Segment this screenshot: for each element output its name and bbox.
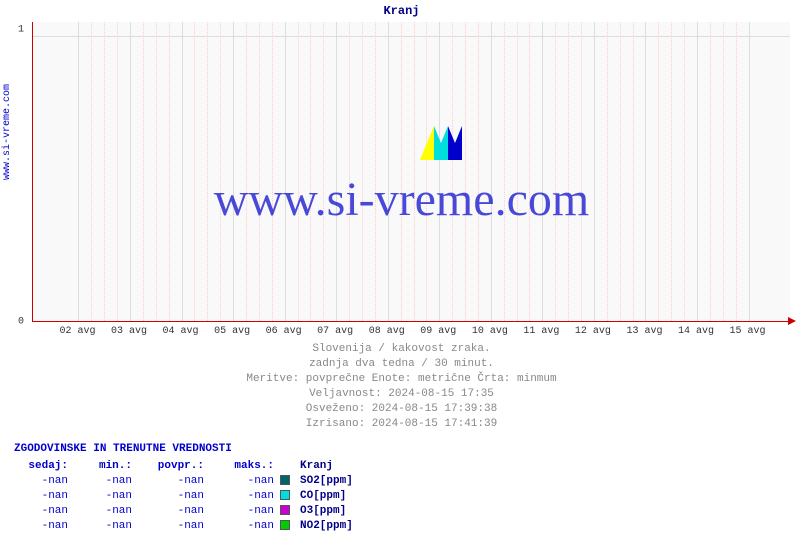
- footer-line-6: Izrisano: 2024-08-15 17:41:39: [0, 417, 803, 432]
- x-tick-label: 03 avg: [111, 326, 147, 337]
- col-sedaj: sedaj:: [14, 459, 68, 474]
- cell-sedaj: -nan: [14, 474, 68, 489]
- history-table: ZGODOVINSKE IN TRENUTNE VREDNOSTI sedaj:…: [14, 442, 396, 534]
- x-tick-label: 14 avg: [678, 326, 714, 337]
- col-min: min.:: [68, 459, 132, 474]
- y-tick-1: 1: [18, 25, 24, 36]
- cell-min: -nan: [68, 504, 132, 519]
- cell-povpr: -nan: [132, 489, 204, 504]
- gridline-h: [33, 36, 790, 37]
- cell-maks: -nan: [204, 519, 274, 534]
- cell-series-label: CO[ppm]: [296, 489, 396, 504]
- x-tick-label: 05 avg: [214, 326, 250, 337]
- cell-series-label: O3[ppm]: [296, 504, 396, 519]
- col-povpr: povpr.:: [132, 459, 204, 474]
- x-tick-label: 12 avg: [575, 326, 611, 337]
- cell-min: -nan: [68, 474, 132, 489]
- cell-sedaj: -nan: [14, 489, 68, 504]
- x-ticks: 02 avg 03 avg 04 avg 05 avg 06 avg 07 avg 08 a…: [32, 326, 790, 340]
- x-tick-label: 08 avg: [369, 326, 405, 337]
- cell-maks: -nan: [204, 474, 274, 489]
- cell-min: -nan: [68, 489, 132, 504]
- x-tick-label: 11 avg: [523, 326, 559, 337]
- chart-footer: Slovenija / kakovost zraka. zadnja dva t…: [0, 342, 803, 432]
- watermark-text: www.si-vreme.com: [0, 172, 803, 227]
- col-swatch: [274, 459, 296, 474]
- footer-line-2: zadnja dva tedna / 30 minut.: [0, 357, 803, 372]
- cell-min: -nan: [68, 519, 132, 534]
- cell-series-label: NO2[ppm]: [296, 519, 396, 534]
- x-tick-label: 04 avg: [163, 326, 199, 337]
- footer-line-5: Osveženo: 2024-08-15 17:39:38: [0, 402, 803, 417]
- cell-povpr: -nan: [132, 474, 204, 489]
- watermark-icon: [420, 126, 462, 160]
- history-row: -nan-nan-nan-nanCO[ppm]: [14, 489, 396, 504]
- col-maks: maks.:: [204, 459, 274, 474]
- cell-maks: -nan: [204, 504, 274, 519]
- cell-swatch: [274, 519, 296, 534]
- footer-line-3: Meritve: povprečne Enote: metrične Črta:…: [0, 372, 803, 387]
- cell-swatch: [274, 474, 296, 489]
- footer-line-4: Veljavnost: 2024-08-15 17:35: [0, 387, 803, 402]
- x-tick-label: 02 avg: [59, 326, 95, 337]
- x-tick-label: 15 avg: [730, 326, 766, 337]
- cell-swatch: [274, 504, 296, 519]
- cell-povpr: -nan: [132, 519, 204, 534]
- history-row: -nan-nan-nan-nanO3[ppm]: [14, 504, 396, 519]
- cell-maks: -nan: [204, 489, 274, 504]
- history-row: -nan-nan-nan-nanSO2[ppm]: [14, 474, 396, 489]
- x-tick-label: 09 avg: [420, 326, 456, 337]
- cell-povpr: -nan: [132, 504, 204, 519]
- x-tick-label: 07 avg: [317, 326, 353, 337]
- cell-sedaj: -nan: [14, 504, 68, 519]
- cell-series-label: SO2[ppm]: [296, 474, 396, 489]
- history-row: -nan-nan-nan-nanNO2[ppm]: [14, 519, 396, 534]
- footer-line-1: Slovenija / kakovost zraka.: [0, 342, 803, 357]
- history-title: ZGODOVINSKE IN TRENUTNE VREDNOSTI: [14, 442, 396, 457]
- x-tick-label: 10 avg: [472, 326, 508, 337]
- col-label: Kranj: [296, 459, 396, 474]
- cell-swatch: [274, 489, 296, 504]
- y-axis-side-label: www.si-vreme.com: [2, 84, 13, 180]
- y-tick-0: 0: [18, 317, 24, 328]
- history-header-row: sedaj: min.: povpr.: maks.: Kranj: [14, 459, 396, 474]
- x-tick-label: 13 avg: [626, 326, 662, 337]
- chart-title: Kranj: [0, 4, 803, 18]
- x-tick-label: 06 avg: [266, 326, 302, 337]
- cell-sedaj: -nan: [14, 519, 68, 534]
